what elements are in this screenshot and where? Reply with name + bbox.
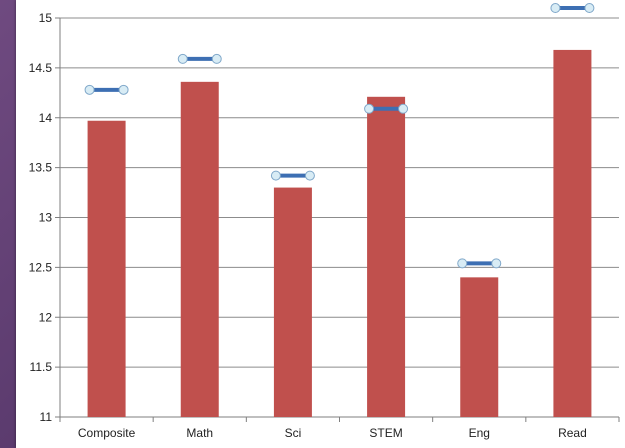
x-category-label-math: Math bbox=[186, 426, 213, 440]
chart-area: 11 11.5 12 12.5 13 13.5 14 14.5 15 Composite Math… bbox=[16, 0, 625, 448]
marker-cap-eng-1 bbox=[491, 258, 502, 269]
y-axis-tick-labels: 11 11.5 12 12.5 13 13.5 14 14.5 15 bbox=[29, 11, 53, 424]
marker-cap-eng-0 bbox=[457, 258, 468, 269]
y-tick-label-6: 14 bbox=[39, 111, 53, 125]
marker-stem bbox=[364, 103, 409, 114]
marker-cap-math-0 bbox=[177, 53, 188, 64]
bar-read bbox=[553, 49, 592, 418]
marker-read bbox=[550, 3, 595, 14]
y-tick-label-8: 15 bbox=[39, 11, 53, 25]
marker-cap-stem-0 bbox=[364, 103, 375, 114]
marker-composite bbox=[84, 84, 129, 95]
bar-composite bbox=[87, 120, 126, 418]
marker-eng bbox=[457, 258, 502, 269]
bar-chart: 11 11.5 12 12.5 13 13.5 14 14.5 15 Composite Math… bbox=[29, 3, 620, 440]
x-category-label-composite: Composite bbox=[78, 426, 136, 440]
marker-cap-math-1 bbox=[211, 53, 222, 64]
axes bbox=[55, 17, 620, 422]
y-tick-label-4: 13 bbox=[39, 211, 53, 225]
x-category-label-stem: STEM bbox=[369, 426, 402, 440]
marker-cap-read-1 bbox=[584, 3, 595, 14]
x-axis-category-labels: Composite Math Sci STEM Eng Read bbox=[78, 426, 587, 440]
marker-cap-read-0 bbox=[550, 3, 561, 14]
y-tick-label-5: 13.5 bbox=[29, 161, 53, 175]
markers bbox=[84, 3, 595, 269]
y-tick-label-3: 12.5 bbox=[29, 260, 53, 274]
marker-cap-sci-1 bbox=[304, 170, 315, 181]
gridlines bbox=[60, 17, 619, 418]
bar-stem bbox=[367, 96, 406, 418]
bar-math bbox=[180, 81, 219, 417]
marker-sci bbox=[270, 170, 315, 181]
bar-eng bbox=[460, 277, 499, 417]
y-tick-label-7: 14.5 bbox=[29, 61, 53, 75]
x-category-label-read: Read bbox=[558, 426, 587, 440]
marker-cap-stem-1 bbox=[398, 103, 409, 114]
marker-cap-composite-1 bbox=[118, 84, 129, 95]
marker-cap-composite-0 bbox=[84, 84, 95, 95]
y-tick-label-1: 11.5 bbox=[30, 360, 53, 374]
bars bbox=[87, 49, 592, 418]
x-category-label-sci: Sci bbox=[285, 426, 302, 440]
marker-math bbox=[177, 53, 222, 64]
bar-sci bbox=[273, 187, 312, 417]
y-tick-label-2: 12 bbox=[39, 310, 53, 324]
marker-cap-sci-0 bbox=[270, 170, 281, 181]
y-tick-label-0: 11 bbox=[40, 410, 53, 424]
x-category-label-eng: Eng bbox=[469, 426, 490, 440]
